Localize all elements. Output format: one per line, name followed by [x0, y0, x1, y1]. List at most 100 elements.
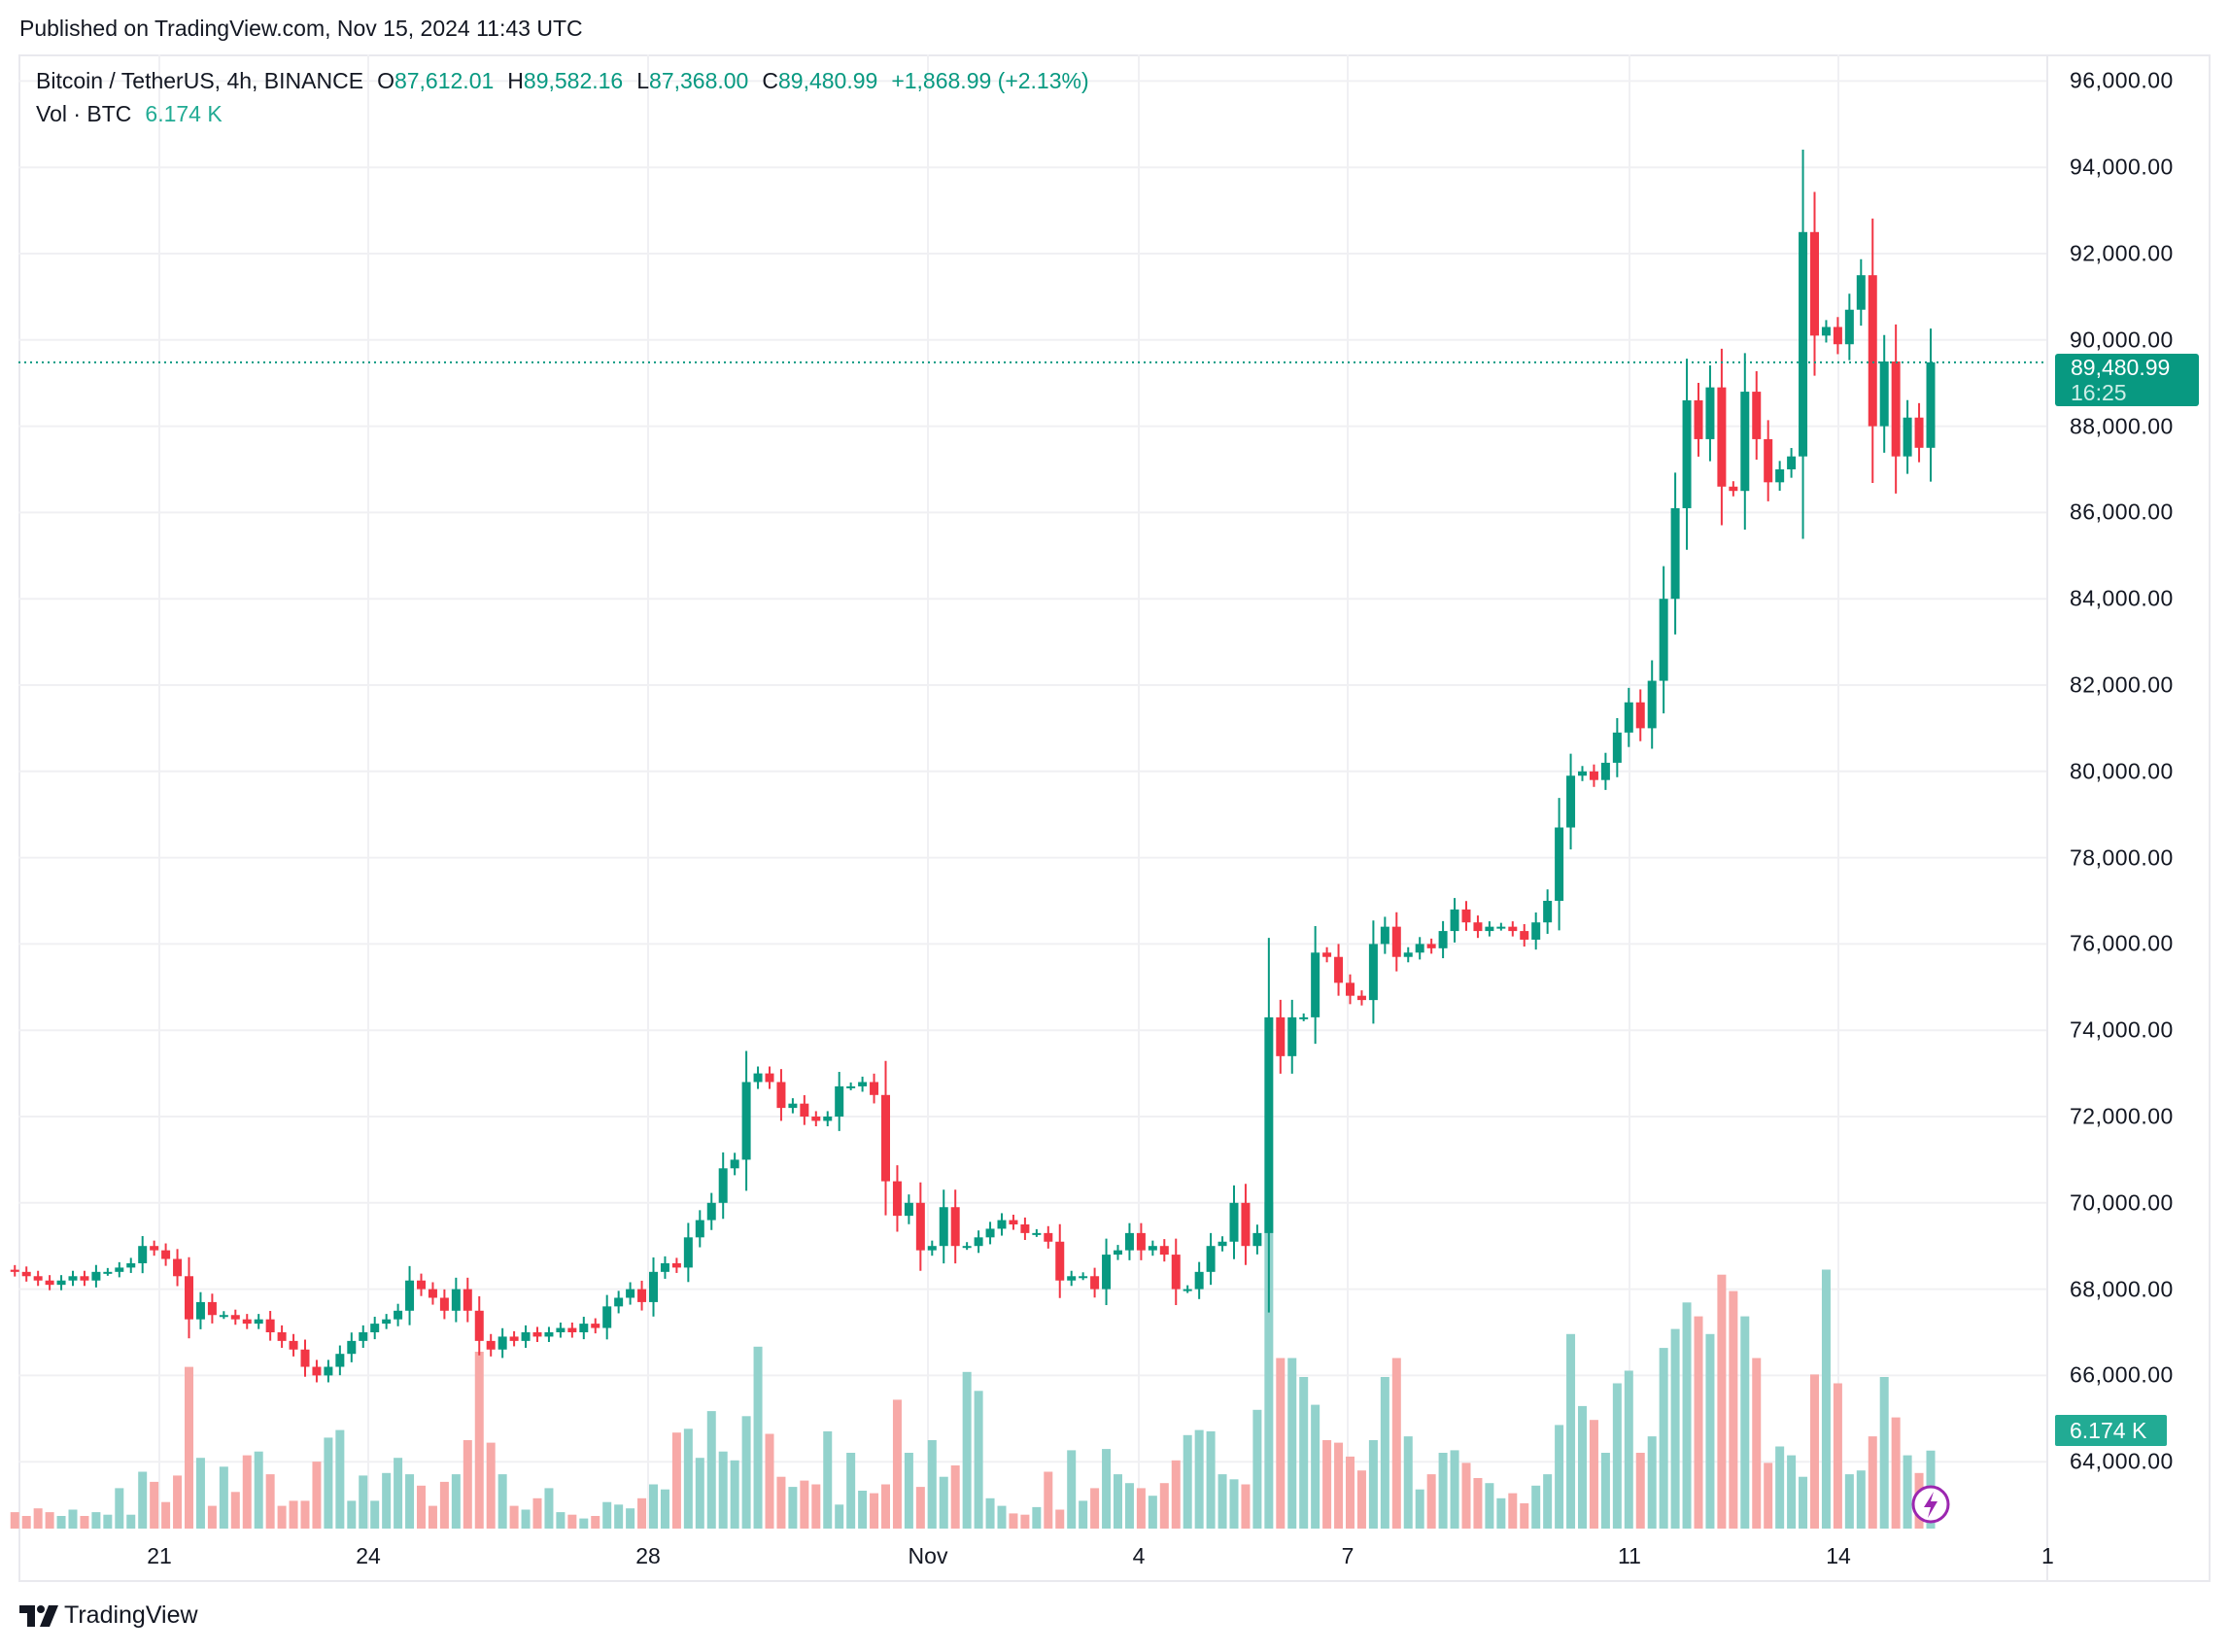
candle: [881, 1060, 890, 1216]
price-tick: 70,000.00: [2070, 1189, 2174, 1216]
volume-bar: [45, 1512, 54, 1529]
candle: [1461, 901, 1471, 931]
footer-brand[interactable]: TradingView: [19, 1601, 198, 1630]
candle-body: [671, 1262, 681, 1268]
candle: [892, 1165, 902, 1232]
candle-body: [846, 1085, 856, 1088]
candle-body: [1171, 1255, 1181, 1290]
volume-bar: [1311, 1404, 1320, 1529]
candle: [1868, 218, 1877, 483]
volume-bar: [370, 1500, 380, 1529]
candle-body: [1322, 952, 1332, 957]
volume-bar: [347, 1500, 357, 1529]
candle: [1578, 766, 1587, 781]
candle-body: [556, 1327, 566, 1332]
volume-bar: [1659, 1348, 1668, 1529]
candle: [1090, 1267, 1100, 1298]
volume-bar: [1148, 1496, 1157, 1529]
candle: [1635, 689, 1645, 741]
candle-body: [1612, 732, 1622, 763]
candle-body: [1391, 926, 1401, 957]
candle-body: [1124, 1232, 1134, 1251]
candle-body: [1485, 926, 1494, 932]
volume-label[interactable]: Vol · BTC: [36, 101, 132, 126]
candle-body: [1426, 944, 1436, 948]
candle-body: [1473, 922, 1483, 932]
candle-body: [927, 1246, 937, 1251]
candle-body: [1705, 387, 1715, 439]
candle-body: [1356, 995, 1366, 1001]
candle-body: [765, 1073, 774, 1083]
candle-body: [1206, 1246, 1216, 1272]
lightning-icon[interactable]: [1911, 1485, 1950, 1524]
candle-body: [1148, 1246, 1157, 1251]
candle: [974, 1230, 983, 1254]
high-label: H: [507, 68, 524, 93]
volume-bar: [1566, 1333, 1576, 1529]
volume-bar: [1299, 1377, 1309, 1529]
candle: [335, 1345, 345, 1376]
ohlc-legend: Bitcoin / TetherUS, 4h, BINANCE O87,612.0…: [36, 68, 1103, 94]
candle-body: [1217, 1241, 1227, 1247]
candle: [1020, 1217, 1030, 1240]
candle-body: [1264, 1016, 1274, 1233]
candle-body: [1799, 231, 1808, 457]
candle-body: [1415, 944, 1424, 953]
volume-bar: [254, 1451, 263, 1529]
candle-body: [394, 1310, 403, 1320]
time-tick: 7: [1341, 1543, 1355, 1568]
volume-bar: [1740, 1316, 1750, 1529]
candle: [788, 1098, 798, 1114]
candle: [242, 1314, 252, 1329]
volume-bar: [1647, 1436, 1657, 1529]
volume-bar: [1624, 1370, 1633, 1529]
time-tick: 21: [147, 1543, 172, 1568]
symbol-title[interactable]: Bitcoin / TetherUS, 4h, BINANCE: [36, 68, 364, 93]
volume-bar: [544, 1488, 554, 1529]
candle: [312, 1359, 322, 1383]
candle-body: [753, 1073, 763, 1083]
volume-bar: [823, 1430, 833, 1529]
volume-bar: [579, 1518, 589, 1529]
candle-body: [300, 1349, 310, 1367]
candle-body: [439, 1297, 449, 1311]
candle-body: [997, 1220, 1007, 1229]
candle: [1764, 420, 1773, 501]
candle-body: [811, 1117, 821, 1121]
volume-bar: [1844, 1474, 1854, 1529]
volume-bar: [1090, 1488, 1100, 1529]
candle: [1670, 472, 1680, 635]
candle: [324, 1359, 333, 1383]
tradingview-logo-icon: [19, 1604, 58, 1627]
volume-bar: [800, 1480, 809, 1529]
volume-bar: [486, 1442, 496, 1529]
volume-bar: [1555, 1425, 1564, 1529]
candle: [1600, 752, 1610, 790]
brand-name: TradingView: [64, 1601, 198, 1629]
candle: [544, 1326, 554, 1342]
volume-bar: [138, 1471, 148, 1529]
volume-bar: [1775, 1446, 1785, 1529]
candle-body: [1578, 771, 1587, 776]
candle: [1833, 317, 1842, 355]
candle-body: [474, 1310, 484, 1341]
candle: [835, 1072, 844, 1131]
candle-body: [1299, 1016, 1309, 1019]
candle-body: [1520, 931, 1529, 940]
candle-body: [1694, 399, 1703, 439]
candle: [265, 1311, 275, 1341]
candle-body: [1229, 1202, 1239, 1242]
candle-body: [161, 1250, 171, 1259]
candle-body: [335, 1354, 345, 1367]
candle-body: [1926, 361, 1936, 448]
candle: [904, 1194, 913, 1224]
candle-body: [1159, 1246, 1169, 1256]
volume-bar: [765, 1433, 774, 1529]
candle-body: [776, 1082, 786, 1109]
candle: [1520, 923, 1529, 947]
volume-bar: [509, 1505, 519, 1529]
candle: [870, 1073, 879, 1104]
volume-bar: [858, 1491, 868, 1529]
candle-body: [567, 1327, 577, 1332]
